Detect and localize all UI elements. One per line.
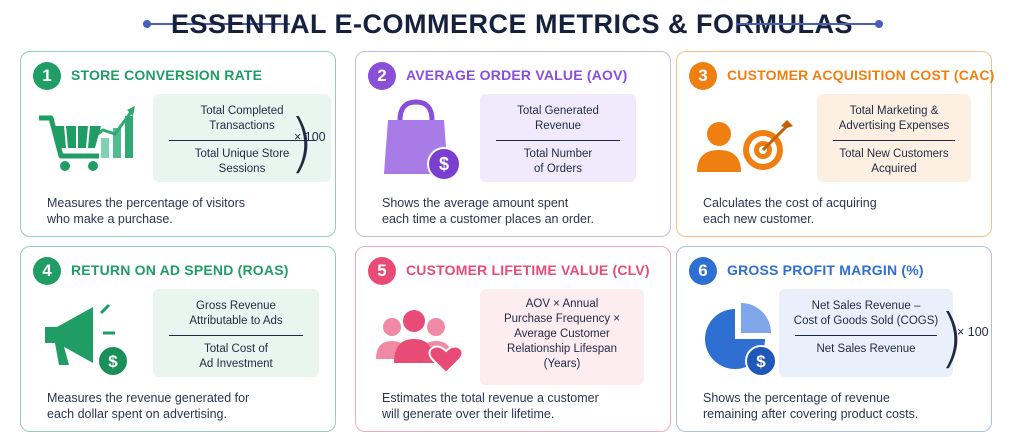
card-description: Measures the percentage of visitors who … <box>47 196 246 226</box>
formula-box: AOV × Annual Purchase Frequency × Averag… <box>480 289 644 385</box>
formula-numerator: Total Generated Revenue <box>517 105 599 132</box>
card-heading: RETURN ON AD SPEND (ROAS) <box>71 262 289 278</box>
card-heading: GROSS PROFIT MARGIN (%) <box>727 262 924 278</box>
card-description: Shows the percentage of revenue remainin… <box>703 391 919 421</box>
formula-multiplier: × 100 <box>294 130 326 144</box>
formula-numerator: Total Marketing & Advertising Expenses <box>838 105 950 132</box>
customers-heart-icon <box>376 310 464 375</box>
formula-numerator: Net Sales Revenue – Cost of Goods Sold (… <box>793 300 939 327</box>
title-decoration-left <box>143 20 290 28</box>
formula-paren-right: ) <box>939 302 964 376</box>
formula-paren-right: ) <box>289 107 314 181</box>
formula-box: Net Sales Revenue – Cost of Goods Sold (… <box>779 289 953 377</box>
card-heading: CUSTOMER ACQUISITION COST (CAC) <box>727 67 995 83</box>
formula-denominator: Total Cost of Ad Investment <box>199 343 273 370</box>
card-number-badge: 1 <box>33 62 61 90</box>
metric-card-return-on-ad-spend: 4 RETURN ON AD SPEND (ROAS) $ Gross Reve… <box>20 246 336 432</box>
formula-denominator: Net Sales Revenue <box>816 343 916 355</box>
metric-card-store-conversion-rate: 1 STORE CONVERSION RATE ( Total Complete… <box>20 51 336 237</box>
formula-box: Total Generated Revenue Total Number of … <box>480 94 636 182</box>
svg-text:$: $ <box>756 352 766 371</box>
metric-card-gross-profit-margin: 6 GROSS PROFIT MARGIN (%) $ ( Net Sales … <box>676 246 992 432</box>
metric-card-customer-acquisition-cost: 3 CUSTOMER ACQUISITION COST (CAC) Total … <box>676 51 995 237</box>
metric-card-average-order-value: 2 AVERAGE ORDER VALUE (AOV) $ Total Gene… <box>355 51 671 237</box>
card-description: Measures the revenue generated for each … <box>47 391 250 421</box>
card-number-badge: 3 <box>689 62 717 90</box>
formula-numerator: Gross Revenue Attributable to Ads <box>189 300 283 327</box>
shopping-bag-dollar-icon: $ <box>384 99 461 181</box>
shopping-cart-chart-icon <box>39 106 135 171</box>
card-description: Shows the average amount spent each time… <box>382 196 594 226</box>
pie-chart-dollar-icon: $ <box>705 303 777 377</box>
card-heading: AVERAGE ORDER VALUE (AOV) <box>406 67 628 83</box>
formula-box: Total Completed Transactions Total Uniqu… <box>153 94 331 182</box>
fraction-bar <box>169 335 303 336</box>
card-number-badge: 2 <box>368 62 396 90</box>
formula-multiplier: × 100 <box>957 325 989 339</box>
title-row: ESSENTIAL E-COMMERCE METRICS & FORMULAS <box>0 6 1024 42</box>
card-number-badge: 6 <box>689 257 717 285</box>
title-decoration-right <box>736 20 883 28</box>
fraction-bar <box>169 140 315 141</box>
formula-denominator: Total New Customers Acquired <box>839 148 949 175</box>
card-description: Calculates the cost of acquiring each ne… <box>703 196 877 226</box>
metric-card-customer-lifetime-value: 5 CUSTOMER LIFETIME VALUE (CLV) AOV × An… <box>355 246 671 432</box>
card-number-badge: 4 <box>33 257 61 285</box>
card-number-badge: 5 <box>368 257 396 285</box>
formula-box: Total Marketing & Advertising Expenses T… <box>817 94 971 182</box>
person-target-icon <box>697 120 793 172</box>
formula-box: Gross Revenue Attributable to Ads Total … <box>153 289 319 377</box>
card-description: Estimates the total revenue a customer w… <box>382 391 599 421</box>
formula-text: AOV × Annual Purchase Frequency × Averag… <box>503 298 621 370</box>
formula-denominator: Total Unique Store Sessions <box>194 148 290 175</box>
fraction-bar <box>833 140 955 141</box>
svg-text:$: $ <box>439 154 449 174</box>
formula-denominator: Total Number of Orders <box>523 148 593 175</box>
fraction-bar <box>795 335 937 336</box>
fraction-bar <box>496 140 620 141</box>
svg-text:$: $ <box>108 352 118 371</box>
card-heading: STORE CONVERSION RATE <box>71 67 263 83</box>
card-heading: CUSTOMER LIFETIME VALUE (CLV) <box>406 262 650 278</box>
formula-numerator: Total Completed Transactions <box>200 105 284 132</box>
megaphone-dollar-icon: $ <box>45 303 129 377</box>
